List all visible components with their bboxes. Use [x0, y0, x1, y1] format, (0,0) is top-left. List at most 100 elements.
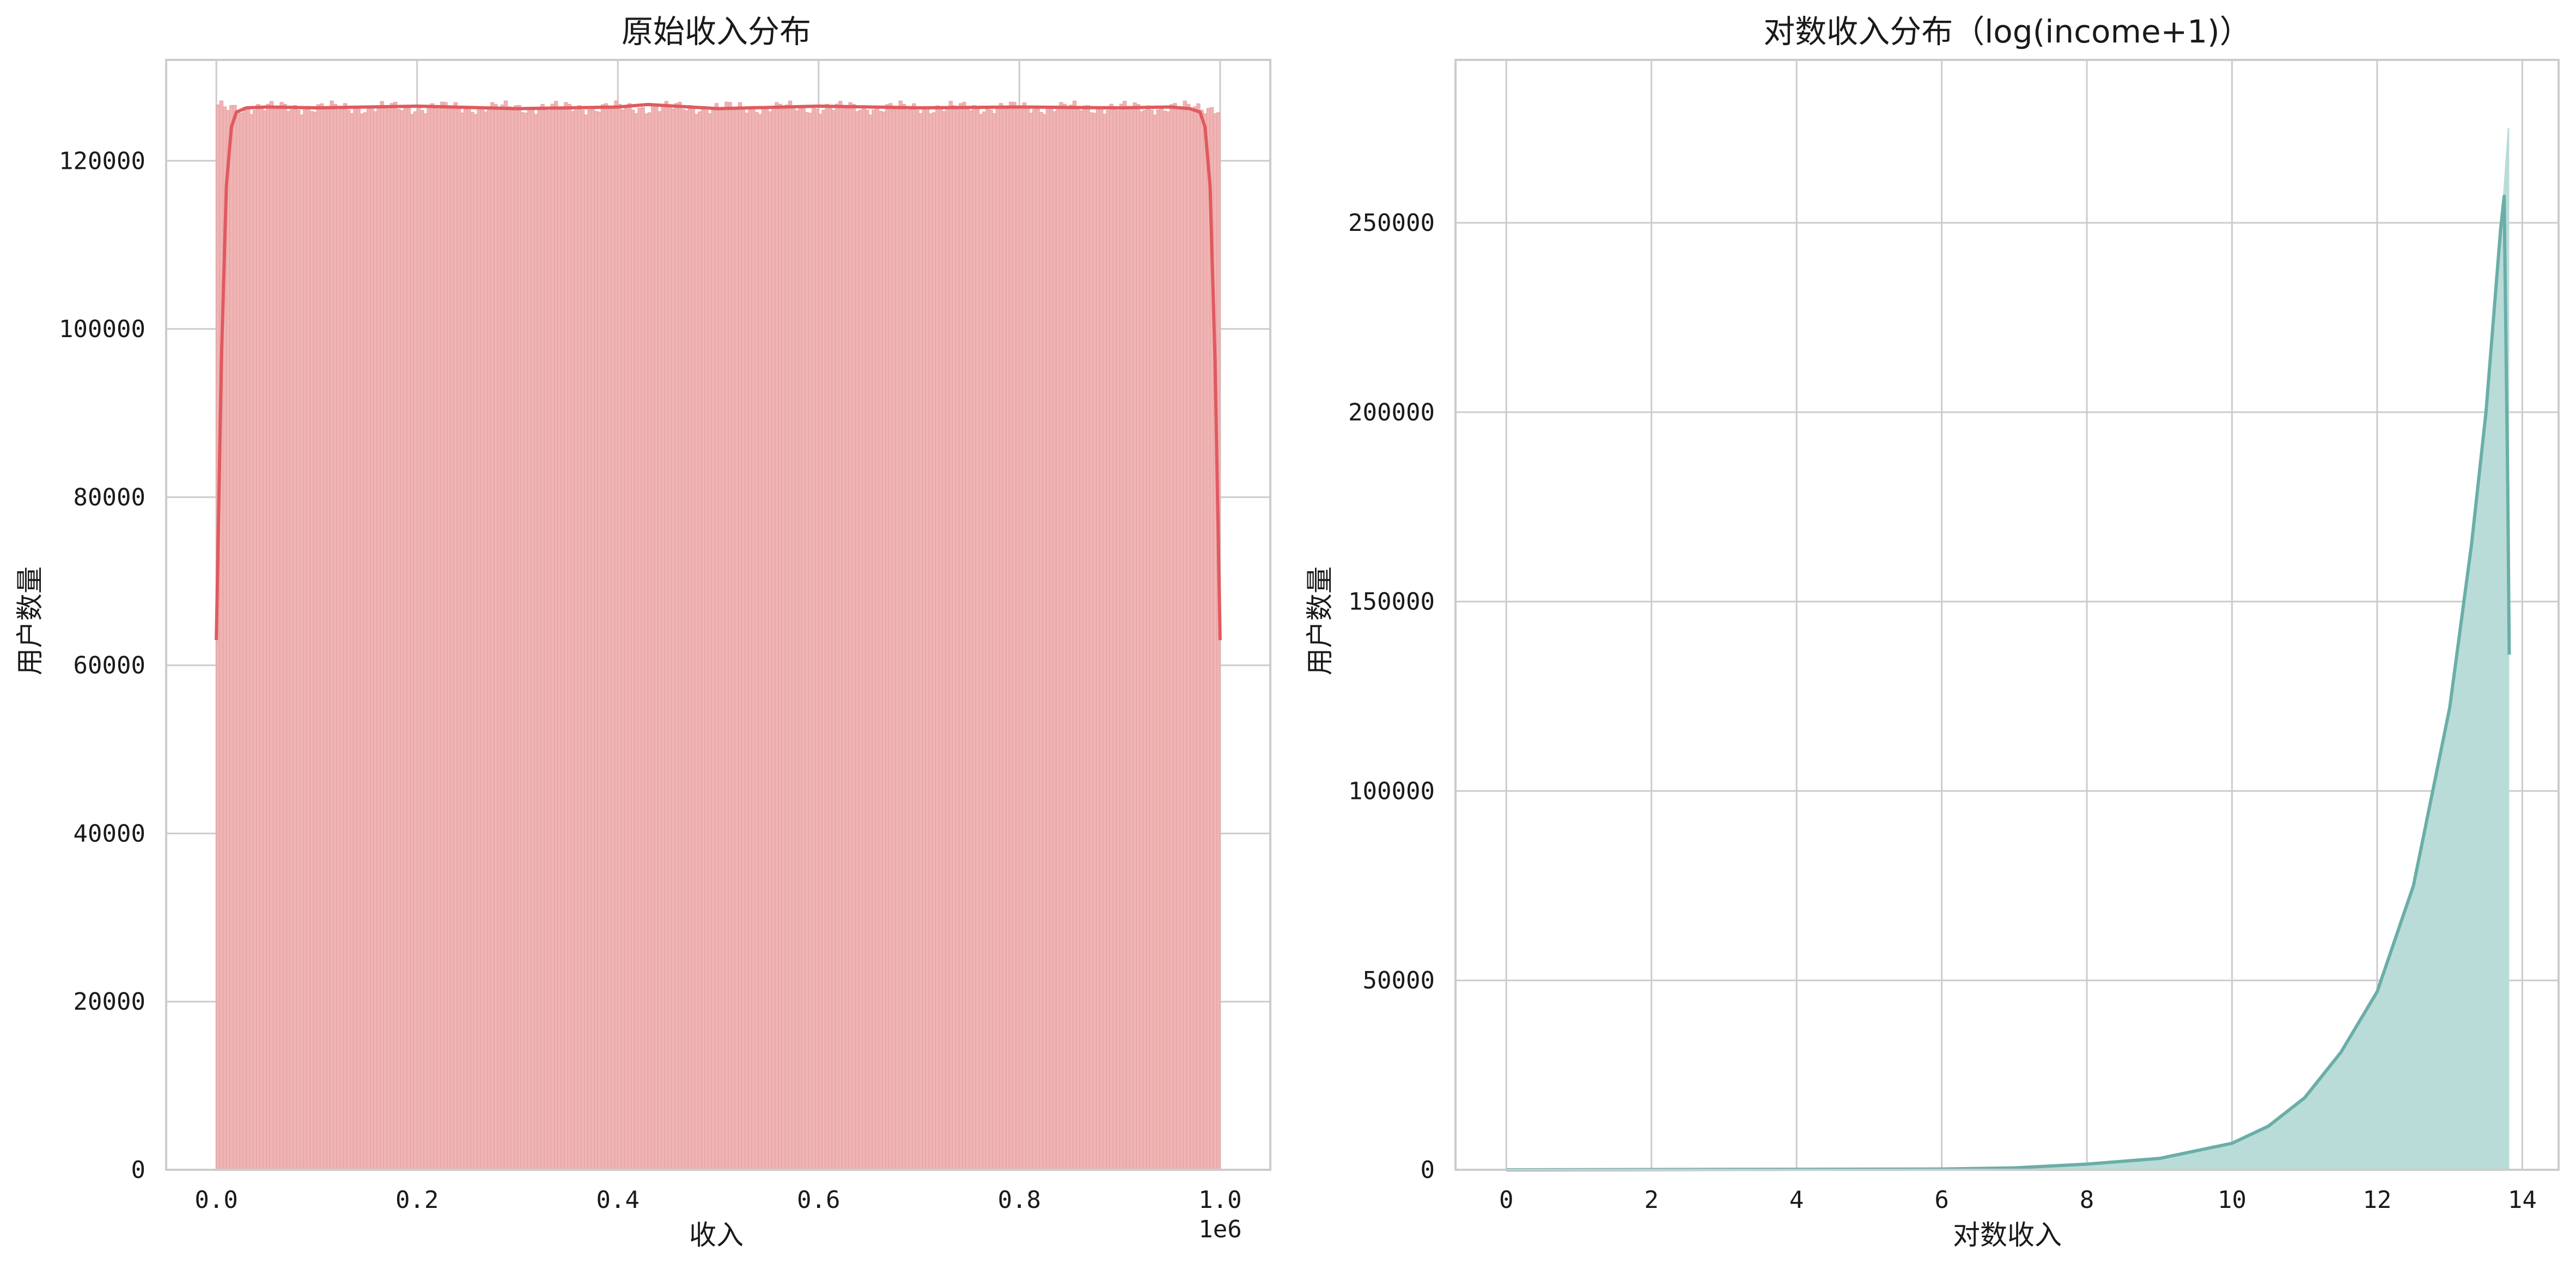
- y-tick-labels: 0 50000 100000 150000 200000 250000: [1348, 209, 1435, 1184]
- histogram-bar: [1112, 107, 1117, 1170]
- histogram-bar: [530, 108, 535, 1170]
- histogram-bar: [724, 101, 729, 1170]
- histogram-bar: [815, 108, 819, 1170]
- histogram-bar: [838, 101, 843, 1170]
- histogram-bar: [417, 106, 421, 1170]
- histogram-bar: [992, 113, 996, 1170]
- histogram-bar: [523, 112, 528, 1170]
- histogram-bar: [1056, 109, 1060, 1170]
- y-tick-label: 50000: [1363, 967, 1435, 994]
- histogram-bar: [935, 105, 940, 1170]
- histogram-bar: [470, 112, 474, 1170]
- histogram-bar: [1079, 110, 1083, 1170]
- histogram-bar: [805, 112, 809, 1170]
- histogram-bar: [1173, 103, 1177, 1170]
- histogram-bar: [1119, 103, 1124, 1170]
- histogram-bar: [403, 105, 407, 1170]
- histogram-bar: [845, 108, 849, 1170]
- histogram-bar: [473, 114, 478, 1170]
- histogram-bar: [651, 105, 655, 1170]
- histogram-bar: [246, 108, 251, 1170]
- histogram-bar: [821, 109, 826, 1170]
- y-axis-label: 用户数量: [1304, 566, 1336, 675]
- histogram-bar: [684, 110, 689, 1170]
- histogram-bar: [400, 110, 404, 1170]
- histogram-bar: [279, 102, 284, 1170]
- histogram-bar: [1193, 106, 1197, 1170]
- histogram-bar: [1006, 108, 1010, 1170]
- y-tick-label: 100000: [59, 315, 145, 343]
- histogram-bar: [1036, 106, 1040, 1170]
- histogram-bar: [242, 107, 247, 1170]
- histogram-bar: [360, 113, 364, 1170]
- histogram-bar: [728, 102, 732, 1170]
- histogram-bar: [628, 103, 632, 1170]
- histogram-bar: [326, 106, 331, 1170]
- histogram-bar: [721, 108, 726, 1170]
- histogram-bar: [514, 105, 518, 1170]
- histogram-bar: [764, 106, 769, 1170]
- histogram-bar: [380, 101, 384, 1170]
- histogram-bar: [674, 103, 679, 1170]
- histogram-bar: [611, 106, 615, 1170]
- histogram-bar: [644, 113, 649, 1170]
- histogram-bar: [905, 109, 910, 1170]
- histogram-bar: [965, 109, 970, 1170]
- histogram-bar: [982, 111, 986, 1170]
- histogram-bar: [550, 103, 555, 1170]
- histogram-bar: [902, 103, 906, 1170]
- histogram-bar: [574, 109, 578, 1170]
- histogram-bar: [895, 106, 899, 1170]
- y-tick-label: 20000: [74, 988, 145, 1016]
- grid: [1456, 60, 2559, 1171]
- histogram-bar: [249, 114, 254, 1170]
- histogram-bar: [547, 110, 551, 1170]
- histogram-bar: [477, 107, 481, 1170]
- histogram-bar: [503, 100, 508, 1170]
- histogram-bar: [1166, 111, 1171, 1170]
- histogram-bar: [597, 112, 602, 1170]
- histogram-bar: [510, 110, 515, 1170]
- y-tick-label: 150000: [1348, 588, 1435, 616]
- histogram-bar: [1176, 108, 1180, 1170]
- histogram-bar: [888, 103, 893, 1170]
- histogram-bar: [842, 107, 846, 1170]
- histogram-bar: [333, 103, 337, 1170]
- histogram-bar: [330, 100, 334, 1170]
- histogram-bar: [253, 109, 257, 1170]
- histogram-bar: [801, 105, 806, 1170]
- histogram-bar: [717, 108, 722, 1170]
- histogram-bar: [1069, 105, 1074, 1170]
- histogram-bar: [731, 108, 735, 1170]
- histogram-bar: [1196, 103, 1201, 1170]
- histogram-bar: [567, 104, 571, 1170]
- histogram-bar: [397, 109, 401, 1170]
- histogram-bar: [540, 103, 545, 1170]
- histogram-bar: [577, 105, 582, 1170]
- x-offset-label: 1e6: [1198, 1216, 1241, 1243]
- x-tick-label: 12: [2362, 1186, 2391, 1214]
- histogram-bar: [825, 103, 829, 1170]
- histogram-bar: [600, 104, 605, 1170]
- histogram-bar: [758, 114, 762, 1170]
- histogram-bar: [410, 114, 415, 1170]
- histogram-bar: [1146, 105, 1150, 1170]
- histogram-bar: [226, 110, 230, 1170]
- histogram-bar: [443, 102, 448, 1170]
- histogram-bar: [995, 107, 1000, 1170]
- histogram-bar: [570, 111, 575, 1170]
- histogram-bar: [490, 102, 495, 1170]
- histogram-bar: [607, 108, 612, 1170]
- histogram-bar: [915, 109, 919, 1170]
- histogram-bar: [998, 103, 1003, 1170]
- histogram-bar: [985, 106, 990, 1170]
- histogram-bar: [734, 107, 739, 1170]
- histogram-bar: [1129, 108, 1134, 1170]
- histogram-bar: [276, 108, 281, 1170]
- histogram-bar: [564, 102, 568, 1170]
- histogram-bar: [447, 108, 451, 1170]
- histogram-bars: [216, 100, 1221, 1170]
- histogram-bar: [306, 106, 310, 1170]
- x-tick-label: 0: [1499, 1186, 1514, 1214]
